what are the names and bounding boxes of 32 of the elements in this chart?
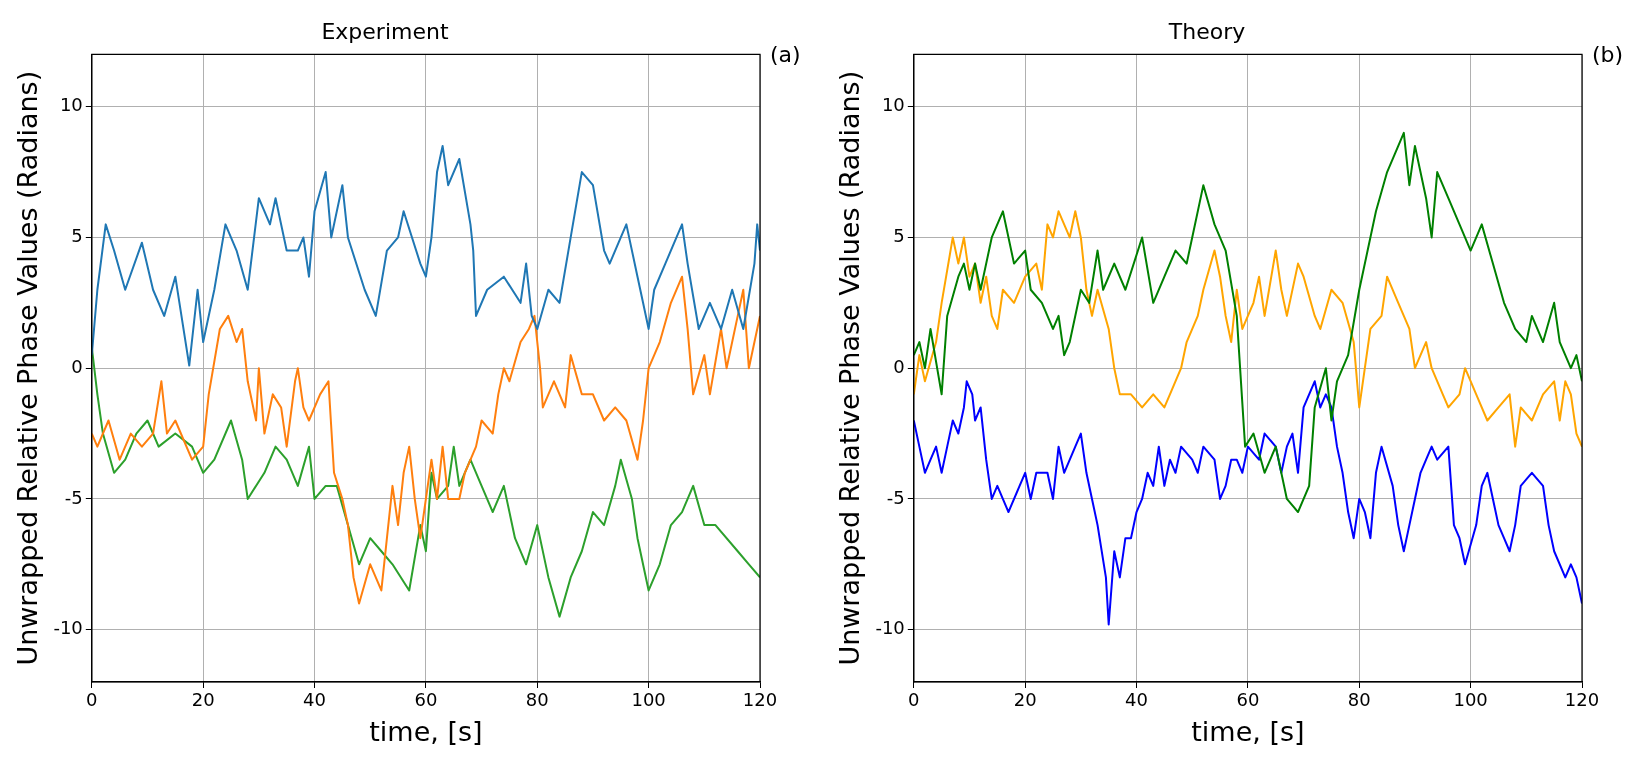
y-tick-label: 10 (881, 94, 905, 116)
x-tick-label: 20 (1013, 689, 1037, 711)
x-tick-label: 0 (908, 689, 920, 711)
x-tick-label: 120 (1564, 689, 1600, 711)
x-tick-label: 60 (1236, 689, 1260, 711)
y-tick-label: 0 (893, 355, 905, 377)
text: (a) (770, 42, 801, 68)
y-axis-title: Unwrapped Relative Phase Values (Radians) (834, 70, 866, 666)
y-tick-label: 5 (893, 225, 905, 247)
x-tick-label: 20 (191, 689, 215, 711)
chart-title: Experiment (321, 18, 449, 44)
x-tick-label: 120 (742, 689, 778, 711)
x-tick-label: 60 (414, 689, 438, 711)
y-tick-label: 5 (71, 225, 83, 247)
x-axis-title: time, [s] (1191, 715, 1305, 747)
x-tick-label: 80 (525, 689, 549, 711)
x-tick-label: 40 (303, 689, 326, 711)
y-tick-label: -5 (886, 486, 905, 508)
x-tick-label: 40 (1125, 689, 1148, 711)
text: (b) (1592, 42, 1624, 68)
x-tick-label: 100 (1453, 689, 1488, 711)
x-tick-label: 0 (86, 689, 98, 711)
y-tick-label: 0 (71, 355, 83, 377)
x-tick-label: 100 (631, 689, 666, 711)
x-axis-title: time, [s] (369, 715, 483, 747)
y-axis-title: Unwrapped Relative Phase Values (Radians) (12, 70, 44, 666)
y-tick-label: -5 (64, 486, 83, 508)
y-tick-label: -10 (53, 617, 83, 639)
y-tick-label: -10 (875, 617, 905, 639)
chart-title: Theory (1167, 18, 1246, 44)
y-tick-label: 10 (59, 94, 83, 116)
x-tick-label: 80 (1347, 689, 1371, 711)
